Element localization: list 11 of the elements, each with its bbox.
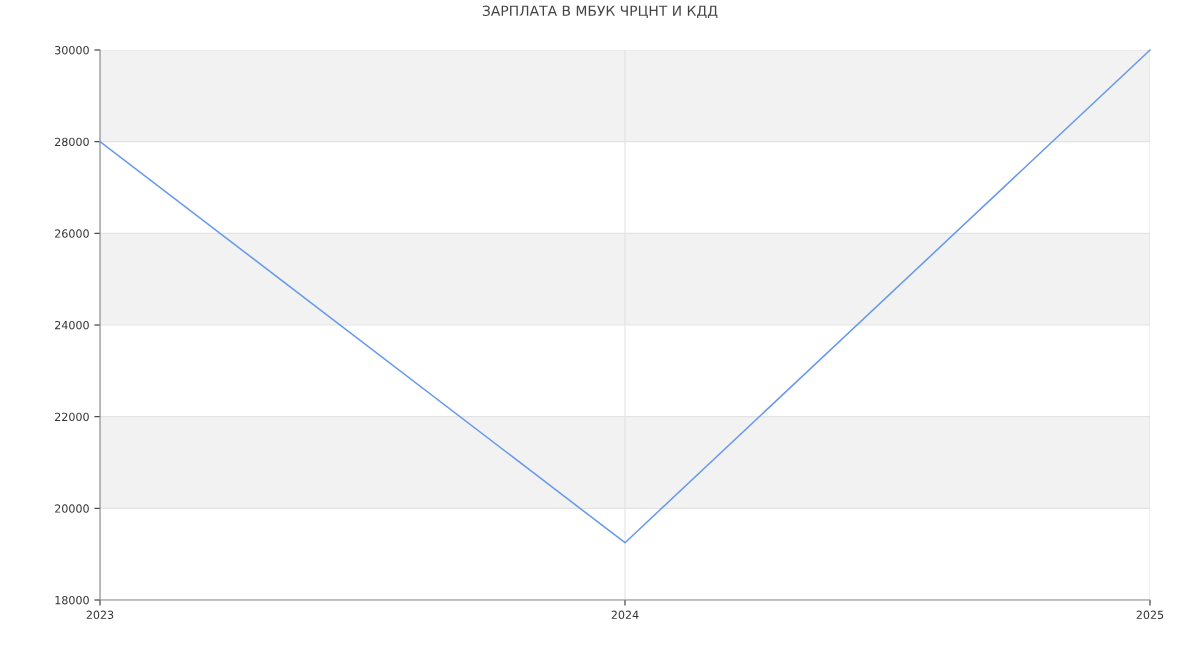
y-tick-label: 30000 (55, 45, 89, 55)
y-tick-label: 22000 (55, 412, 89, 422)
y-tick-label: 18000 (55, 595, 89, 605)
x-tick-label: 2024 (611, 610, 639, 620)
chart-title: ЗАРПЛАТА В МБУК ЧРЦНТ И КДД (482, 5, 718, 19)
y-tick-label: 26000 (55, 229, 89, 238)
x-tick-label: 2025 (1136, 610, 1164, 620)
x-tick-label: 2023 (86, 610, 114, 620)
y-tick-label: 28000 (55, 137, 89, 147)
y-tick-label: 20000 (55, 504, 89, 513)
y-tick-label: 24000 (55, 320, 89, 330)
